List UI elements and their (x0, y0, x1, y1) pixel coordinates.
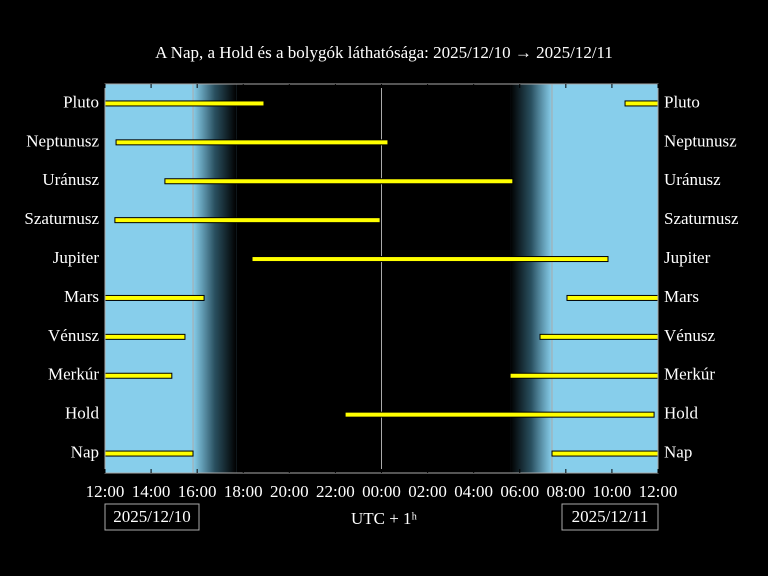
x-tick-label: 16:00 (178, 482, 217, 501)
visibility-bar (539, 333, 659, 340)
x-tick-label: 00:00 (362, 482, 401, 501)
visibility-bar (104, 333, 186, 340)
row-label: Nap (71, 442, 99, 461)
x-tick-label: 22:00 (316, 482, 355, 501)
x-tick-label: 08:00 (546, 482, 585, 501)
row-label: Merkúr (48, 365, 99, 384)
x-tick-label: 12:00 (86, 482, 125, 501)
date-box (104, 503, 200, 531)
x-tick-label: 20:00 (270, 482, 309, 501)
row-label: Szaturnusz (664, 209, 739, 228)
x-tick-label: 10:00 (593, 482, 632, 501)
row-label: Hold (65, 404, 100, 423)
row-label: Jupiter (53, 248, 100, 267)
visibility-bar (115, 139, 389, 146)
visibility-bar (624, 100, 659, 107)
visibility-bar (104, 100, 265, 107)
row-label: Uránusz (42, 170, 99, 189)
row-label: Vénusz (664, 326, 715, 345)
row-label: Uránusz (664, 170, 721, 189)
row-label: Pluto (664, 92, 700, 111)
x-tick-label: 18:00 (224, 482, 263, 501)
x-axis-label: UTC + 1ʰ (351, 509, 418, 528)
end-date: 2025/12/11 (572, 507, 649, 526)
row-label: Szaturnusz (24, 209, 99, 228)
x-tick-label: 04:00 (454, 482, 493, 501)
visibility-bar (509, 372, 659, 379)
visibility-bar (566, 294, 659, 301)
x-tick-label: 12:00 (639, 482, 678, 501)
start-date: 2025/12/10 (113, 507, 190, 526)
row-label: Merkúr (664, 365, 715, 384)
visibility-bar (104, 450, 194, 457)
visibility-bar (251, 256, 609, 263)
visibility-bar (551, 450, 659, 457)
visibility-bar (104, 372, 173, 379)
row-label: Jupiter (664, 248, 711, 267)
dusk (193, 84, 237, 473)
x-tick-label: 02:00 (408, 482, 447, 501)
row-label: Neptunusz (664, 131, 737, 150)
visibility-bar (164, 178, 514, 185)
chart-title: A Nap, a Hold és a bolygók láthatósága: … (155, 43, 613, 62)
x-tick-label: 14:00 (132, 482, 171, 501)
visibility-bar (104, 294, 205, 301)
row-label: Nap (664, 442, 692, 461)
row-label: Neptunusz (26, 131, 99, 150)
night (236, 84, 511, 473)
row-label: Mars (664, 287, 699, 306)
visibility-bar (344, 411, 655, 418)
visibility-bar (114, 217, 381, 224)
row-label: Mars (64, 287, 99, 306)
date-box (561, 503, 659, 531)
x-tick-label: 06:00 (500, 482, 539, 501)
row-label: Pluto (63, 92, 99, 111)
dawn (510, 84, 553, 473)
row-label: Vénusz (48, 326, 99, 345)
row-label: Hold (664, 404, 699, 423)
